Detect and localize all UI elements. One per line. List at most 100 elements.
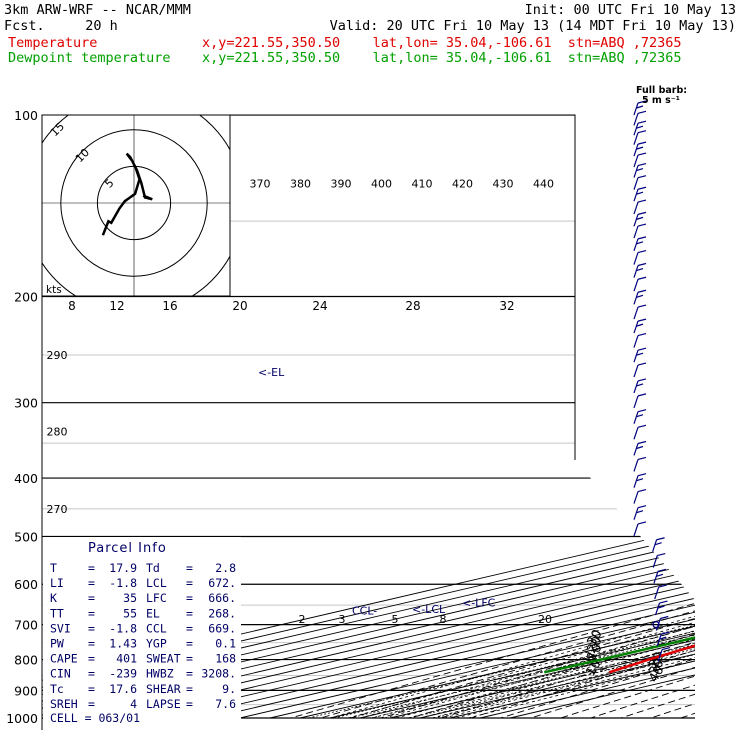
wind-barb-staff: [652, 539, 658, 552]
wind-barb: [656, 631, 670, 647]
parcel-info-key: SVI: [50, 621, 71, 635]
init-time: Init: 00 UTC Fri 10 May 13: [524, 2, 736, 18]
pressure-tick-label: 900: [14, 683, 38, 698]
wind-barb-flag: [637, 393, 647, 397]
isotherm-line: [209, 115, 695, 719]
parcel-info-key: LI: [50, 576, 64, 590]
wind-barb-flag: [637, 223, 647, 227]
chart-frame: [41, 114, 576, 730]
wind-barb: [633, 409, 647, 424]
isotherm-label: 40: [646, 663, 667, 685]
theta-label: 440: [533, 178, 554, 191]
dewpoint-label: Dewpoint temperature: [8, 50, 171, 66]
wind-barb-flag: [637, 236, 647, 240]
parcel-info-eq: =: [186, 606, 193, 620]
dry-adiabat: [470, 115, 695, 719]
parcel-info-eq: =: [186, 621, 193, 635]
wind-barb-flag: [636, 216, 644, 220]
parcel-info-value: -1.8: [109, 576, 137, 590]
parcel-info-key: EL: [146, 606, 160, 620]
parcel-info-eq: =: [88, 637, 95, 651]
moist-adiabat: [431, 296, 695, 719]
wind-barb-staff: [633, 292, 639, 305]
wind-barb: [633, 505, 647, 520]
wind-barb-flag: [659, 600, 668, 604]
wind-barb-staff: [633, 265, 639, 278]
isotherm-line: [329, 115, 695, 719]
mixing-ratio-label: 8: [440, 613, 447, 626]
hodograph-scale-label: 12: [109, 299, 124, 313]
wind-barb: [655, 615, 669, 631]
moist-adiabat: [419, 296, 695, 719]
moist-adiabat: [455, 296, 695, 719]
wind-barb-flag: [637, 362, 647, 366]
parcel-info-value: 168: [215, 652, 236, 666]
theta-label: 410: [412, 178, 433, 191]
parcel-info-key: LCL: [146, 576, 167, 590]
wind-barb-flag: [637, 152, 647, 156]
parcel-info-key: LFC: [146, 591, 167, 605]
dry-adiabat: [500, 115, 695, 719]
wind-barb-flag: [637, 249, 647, 254]
valid-time: Valid: 20 UTC Fri 10 May 13 (14 MDT Fri …: [329, 18, 736, 34]
moist-adiabat: [371, 296, 695, 719]
parcel-info-value: 17.9: [109, 561, 137, 575]
pressure-tick-label: 600: [14, 577, 38, 592]
parcel-info-eq: =: [186, 591, 193, 605]
pressure-tick-label: 700: [14, 618, 38, 633]
parcel-info-value: 2.8: [215, 561, 236, 575]
wind-barb-flag: [637, 199, 647, 203]
wind-barb: [633, 223, 647, 239]
wind-barb-staff: [633, 154, 639, 168]
parcel-info-eq: =: [88, 591, 95, 605]
theta-label: 270: [47, 503, 68, 516]
dewpoint-info: x,y=221.55,350.50 lat,lon= 35.04,-106.61…: [202, 50, 682, 66]
wind-barb-staff: [633, 102, 639, 116]
wind-barb: [633, 289, 647, 305]
wind-barb: [633, 318, 647, 334]
wind-barb-staff: [652, 555, 658, 568]
parcel-info-key: T: [50, 561, 57, 575]
wind-barb-staff: [633, 122, 639, 136]
parcel-info-cell: CELL = 063/01: [50, 711, 140, 725]
wind-barb-flag: [637, 289, 647, 293]
wind-barb-flag: [661, 631, 670, 635]
wind-barb-flag: [637, 424, 647, 428]
wind-barb-staff: [633, 279, 639, 292]
isotherm-label: 30: [646, 656, 667, 678]
wind-barb: [633, 120, 647, 136]
parcel-info-eq: =: [88, 667, 95, 681]
theta-label: 370: [250, 178, 271, 191]
dry-adiabat: [320, 115, 695, 719]
theta-label: 390: [331, 178, 352, 191]
theta-label: 400: [371, 178, 392, 191]
parcel-info-key: TT: [50, 606, 64, 620]
model-title: 3km ARW-WRF -- NCAR/MMM: [4, 2, 191, 18]
moist-adiabat: [443, 296, 695, 719]
wind-barb-staff: [633, 507, 639, 520]
wind-barb-staff: [633, 201, 639, 215]
hodograph-scale-label: 24: [312, 299, 327, 313]
wind-barb: [633, 332, 647, 348]
parcel-info-eq: =: [88, 652, 95, 666]
wind-barb-flag: [657, 568, 667, 572]
parcel-info-value: 35: [123, 591, 137, 605]
wind-barb-flag: [637, 489, 647, 493]
parcel-info-value: 9.: [222, 682, 236, 696]
theta-label: 380: [290, 178, 311, 191]
dry-adiabat: [590, 115, 695, 719]
wind-barb: [633, 199, 647, 215]
wind-barb: [633, 276, 647, 292]
wind-barb-flag: [637, 211, 647, 215]
wind-barb-staff: [633, 395, 639, 409]
calm-wind-marker: [652, 620, 660, 629]
wind-barb-flag: [636, 510, 644, 514]
wind-barb: [633, 440, 647, 456]
barb-legend-line2: 5 m s⁻¹: [642, 95, 680, 106]
parcel-info-key: SHEAR: [146, 682, 181, 696]
pressure-tick-label: 800: [14, 653, 38, 668]
dry-adiabat: [440, 115, 695, 719]
wind-barb-staff: [633, 132, 639, 145]
wind-barb: [633, 100, 647, 116]
